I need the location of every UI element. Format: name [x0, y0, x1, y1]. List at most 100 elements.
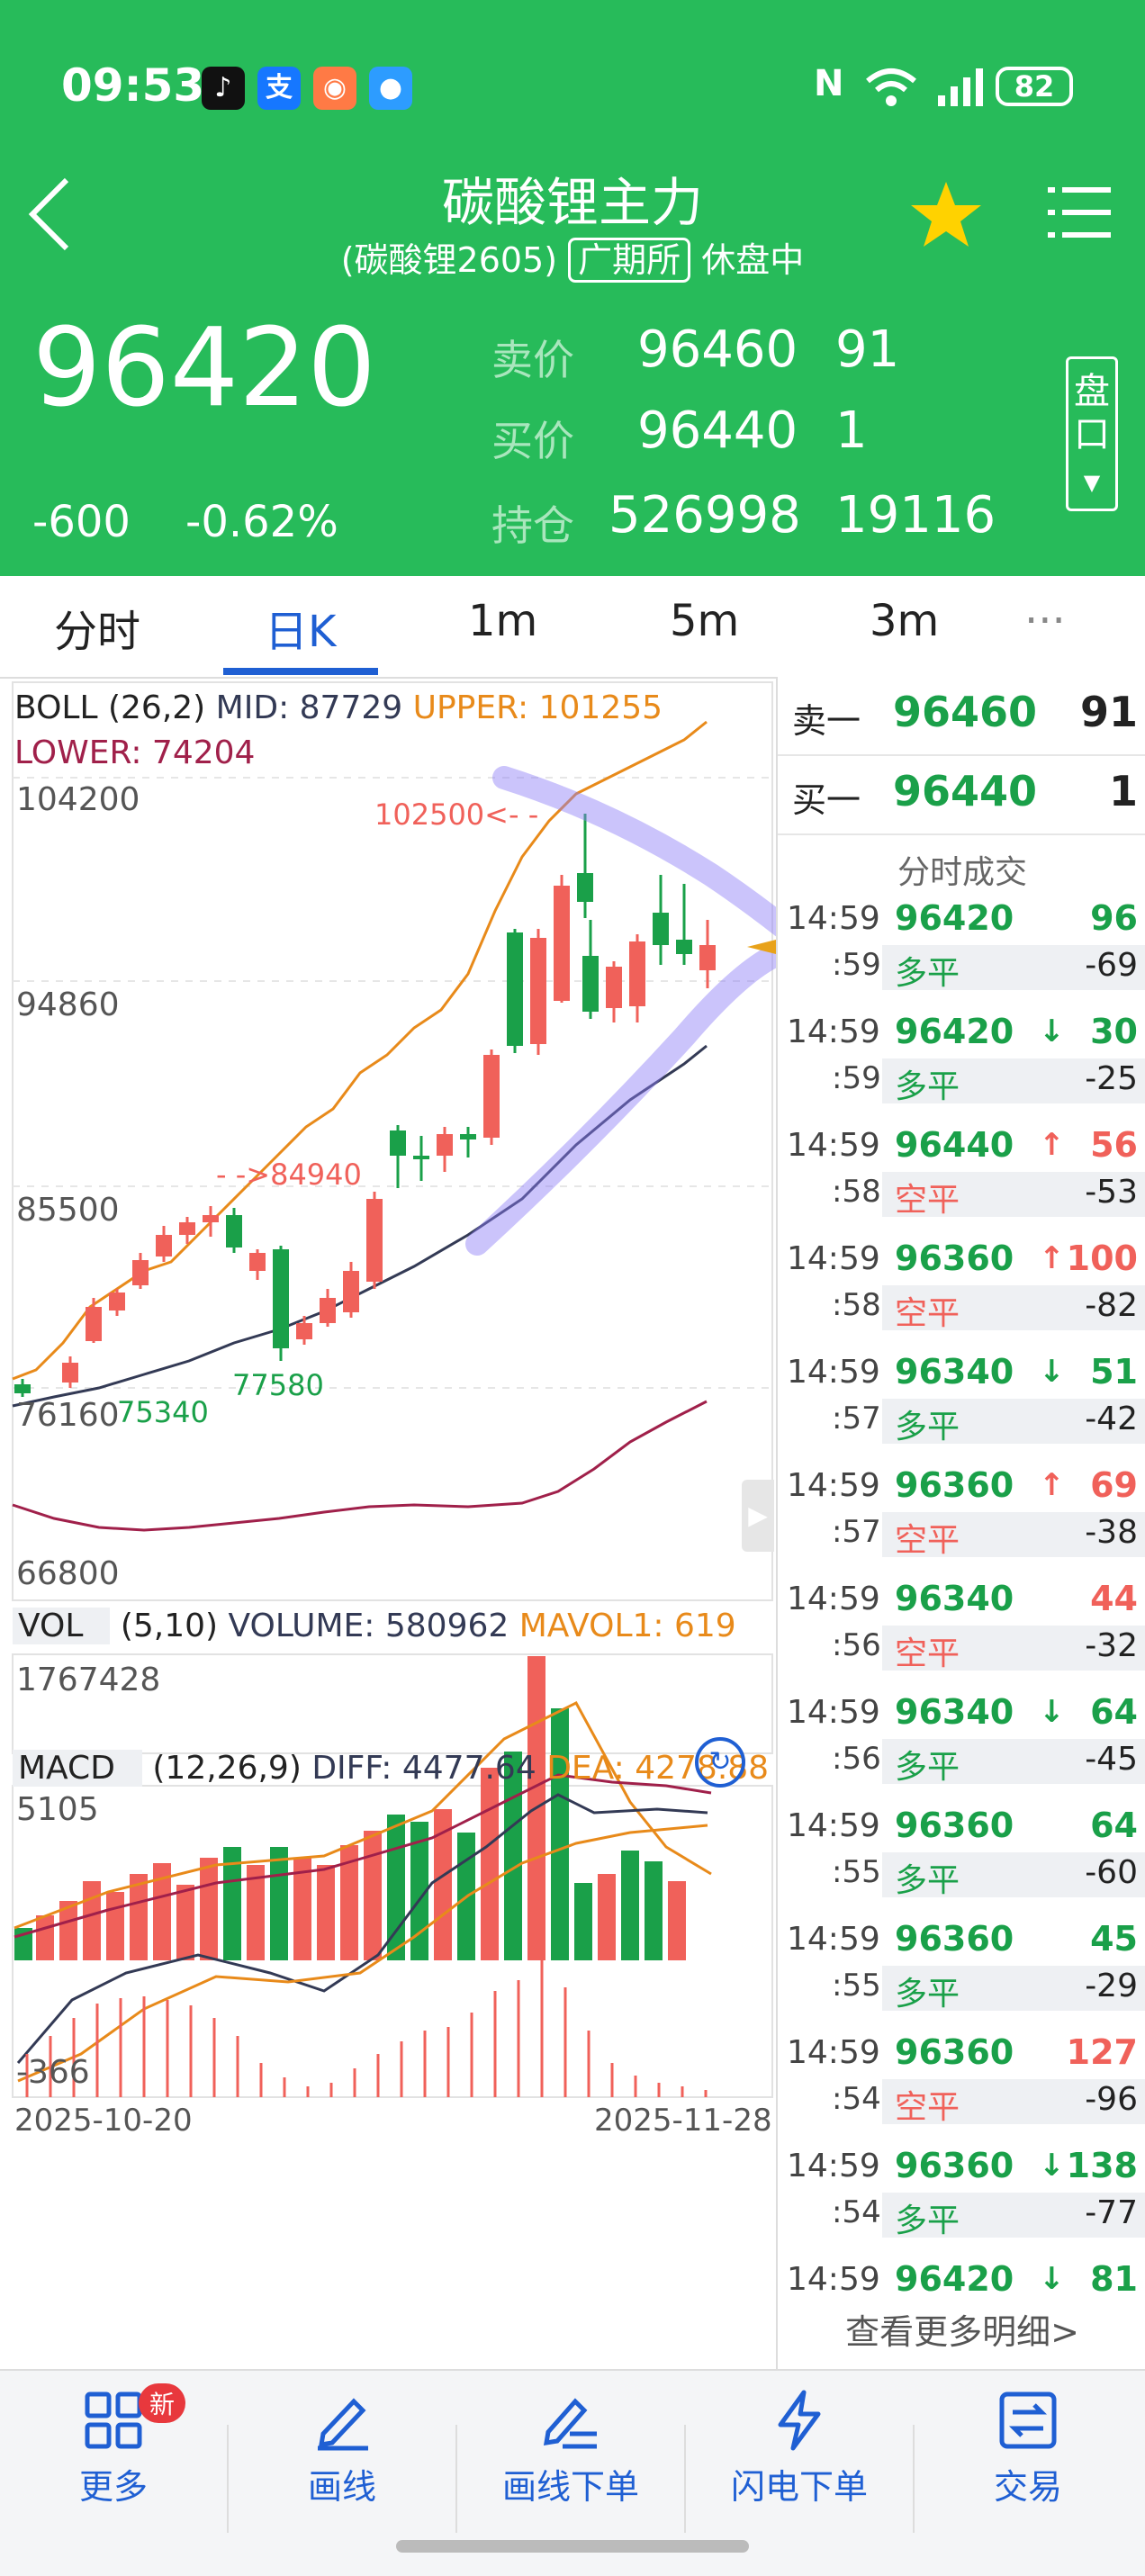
- trade-price: 96360: [895, 1919, 1014, 1959]
- back-icon[interactable]: [27, 176, 72, 252]
- nav-flash-order[interactable]: 闪电下单: [718, 2389, 880, 2508]
- trade-type: 多平: [895, 2202, 960, 2239]
- nav-trade-label: 交易: [993, 2467, 1062, 2507]
- trade-row: 14:59:54 96360 127 空平 -96: [778, 2031, 1145, 2144]
- trade-price: 96360: [895, 1465, 1014, 1505]
- macd-y-bottom: -366: [16, 2054, 90, 2091]
- trade-oi-change: -45: [1085, 1741, 1138, 1778]
- tab-fenshi[interactable]: 分时: [54, 607, 141, 657]
- expand-panel-handle[interactable]: ▶: [742, 1480, 774, 1552]
- trade-price: 96360: [895, 2032, 1014, 2072]
- trade-time: 14:59: [787, 1467, 880, 1504]
- trade-qty: 51: [1090, 1352, 1138, 1392]
- battery-indicator: 82: [996, 67, 1073, 106]
- nav-trade[interactable]: 交易: [947, 2389, 1109, 2508]
- trade-arrow-icon: ↓: [1039, 2148, 1065, 2184]
- orderbook-panel: 卖一 96460 91 买一 96440 1 分时成交 14:59:59 9642…: [776, 677, 1145, 2369]
- status-time: 09:53: [61, 59, 205, 112]
- trade-qty: 45: [1090, 1919, 1138, 1959]
- game-icon: ◉: [313, 67, 356, 110]
- trades-list[interactable]: 14:59:59 96420 96 多平 -69 14:59:59 96420 ↓ 30 多平 -2…: [778, 896, 1145, 2319]
- ask-volume: 91: [835, 320, 900, 379]
- trade-time: 14:59: [787, 1807, 880, 1844]
- trade-oi-change: -69: [1085, 947, 1138, 984]
- trade-seconds: :55: [832, 1968, 881, 2004]
- trade-oi-change: -42: [1085, 1401, 1138, 1437]
- date-start: 2025-10-20: [14, 2103, 193, 2139]
- trade-row: 14:59:57 96340 ↓ 51 多平 -42: [778, 1350, 1145, 1464]
- trade-seconds: :58: [832, 1287, 881, 1323]
- signal-icon: [938, 68, 983, 106]
- tab-3m[interactable]: 3m: [870, 596, 940, 646]
- trade-oi-change: -29: [1085, 1968, 1138, 2004]
- trade-time: 14:59: [787, 1694, 880, 1731]
- trade-type: 空平: [895, 1522, 960, 1559]
- annotation-high: 102500<- -: [374, 797, 539, 832]
- bid-row-label: 买一: [792, 780, 861, 820]
- candles: [14, 814, 716, 1397]
- wifi-icon: [866, 68, 916, 106]
- trade-row: 14:59:55 96360 64 多平 -60: [778, 1804, 1145, 1917]
- trade-type: 多平: [895, 1068, 960, 1105]
- trade-oi-change: -96: [1085, 2081, 1138, 2118]
- trade-type: 空平: [895, 2089, 960, 2126]
- vol-label[interactable]: VOL: [13, 1608, 111, 1644]
- macd-label[interactable]: MACD: [13, 1750, 142, 1787]
- macd-legend: MACD (12,26,9) DIFF: 4477.64 DEA: 4278.8…: [13, 1750, 769, 1787]
- trade-type-bg: [882, 1285, 1145, 1330]
- trade-qty: 69: [1090, 1465, 1138, 1505]
- vol-value: VOLUME: 580962: [228, 1608, 509, 1644]
- trade-arrow-icon: ↑: [1039, 1467, 1065, 1503]
- trade-qty: 30: [1090, 1012, 1138, 1051]
- bid-volume: 1: [835, 401, 868, 460]
- refresh-icon[interactable]: ↻: [695, 1737, 745, 1788]
- trade-row: 14:59:57 96360 ↑ 69 空平 -38: [778, 1464, 1145, 1577]
- volume-legend: VOL (5,10) VOLUME: 580962 MAVOL1: 619: [13, 1608, 736, 1644]
- draw-order-icon: [543, 2398, 597, 2449]
- contract-code: (碳酸锂2605): [340, 240, 558, 280]
- tab-5m[interactable]: 5m: [670, 596, 740, 646]
- trade-type: 多平: [895, 1409, 960, 1446]
- pankou-label: 盘口: [1074, 371, 1110, 455]
- nav-draw-label: 画线: [307, 2467, 376, 2507]
- tab-more[interactable]: ···: [1024, 596, 1066, 646]
- trade-seconds: :54: [832, 2081, 881, 2117]
- nav-draw-order[interactable]: 画线下单: [490, 2389, 652, 2508]
- trade-price: 96360: [895, 1806, 1014, 1845]
- tab-1m[interactable]: 1m: [468, 596, 538, 646]
- trade-time: 14:59: [787, 1127, 880, 1164]
- favorite-star-icon[interactable]: [909, 180, 983, 250]
- trade-seconds: :59: [832, 1060, 881, 1096]
- trade-row: 14:59:56 96340 44 空平 -32: [778, 1577, 1145, 1690]
- pankou-button[interactable]: 盘口 ▼: [1066, 356, 1118, 511]
- trade-oi-change: -53: [1085, 1174, 1138, 1211]
- tab-daily-k[interactable]: 日K: [265, 607, 337, 657]
- boll-lower-line: [12, 1400, 708, 1532]
- nav-draw[interactable]: 画线: [261, 2389, 423, 2508]
- bottom-nav: 更多 新 画线 画线下单 闪电下单 交易: [0, 2369, 1145, 2576]
- trade-seconds: :59: [832, 947, 881, 983]
- vol-y-label: 1767428: [16, 1662, 161, 1698]
- y-label-4: 76160: [16, 1397, 120, 1434]
- trade-time: 14:59: [787, 2261, 880, 2298]
- trade-seconds: :54: [832, 2194, 881, 2230]
- home-indicator[interactable]: [396, 2540, 749, 2553]
- menu-icon[interactable]: [1048, 184, 1113, 241]
- trade-arrow-icon: ↓: [1039, 1354, 1065, 1390]
- draw-pen-icon: [318, 2398, 368, 2451]
- nav-flash-order-label: 闪电下单: [730, 2467, 868, 2507]
- trade-qty: 81: [1090, 2259, 1138, 2299]
- trade-type-bg: [882, 1399, 1145, 1444]
- message-icon: ●: [369, 67, 412, 110]
- trade-row: 14:59:59 96420 96 多平 -69: [778, 896, 1145, 1010]
- trade-oi-change: -60: [1085, 1854, 1138, 1891]
- more-details-link[interactable]: 查看更多明细>: [845, 2312, 1079, 2352]
- new-badge: 新: [139, 2383, 186, 2423]
- kline-svg: [12, 681, 776, 2098]
- trade-qty: 127: [1066, 2032, 1138, 2072]
- kline-area[interactable]: BOLL (26,2) MID: 87729 UPPER: 101255 LOW…: [0, 677, 776, 2369]
- trade-type-bg: [882, 1966, 1145, 2011]
- trade-seconds: :55: [832, 1854, 881, 1890]
- macd-bars: [25, 1960, 708, 2097]
- nav-more[interactable]: 更多 新: [32, 2383, 194, 2508]
